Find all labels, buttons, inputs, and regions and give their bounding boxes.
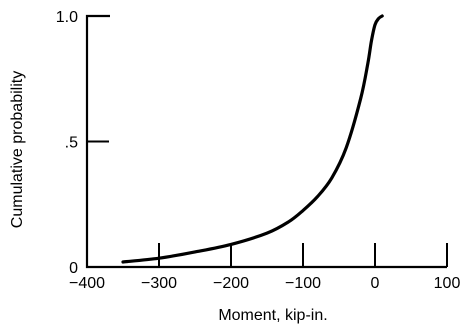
x-tick-label: −100	[285, 275, 321, 292]
y-tick-label: 0	[69, 260, 78, 277]
x-tick-label: −300	[141, 275, 177, 292]
y-tick-label: 1.0	[56, 9, 78, 26]
x-tick-label: 100	[434, 275, 461, 292]
y-axis-title: Cumulative probability	[9, 71, 26, 228]
x-axis-ticks: −400 −300 −200 −100 0 100	[69, 243, 460, 292]
series-line	[121, 14, 384, 264]
x-axis-title: Moment, kip-in.	[218, 307, 327, 324]
y-axis-ticks: 0 .5 1.0	[56, 9, 109, 277]
axis-lines	[85, 14, 447, 269]
x-tick-label: −400	[69, 275, 105, 292]
x-tick-label: −200	[213, 275, 249, 292]
x-tick-label: 0	[371, 275, 380, 292]
y-tick-label: .5	[65, 135, 78, 152]
